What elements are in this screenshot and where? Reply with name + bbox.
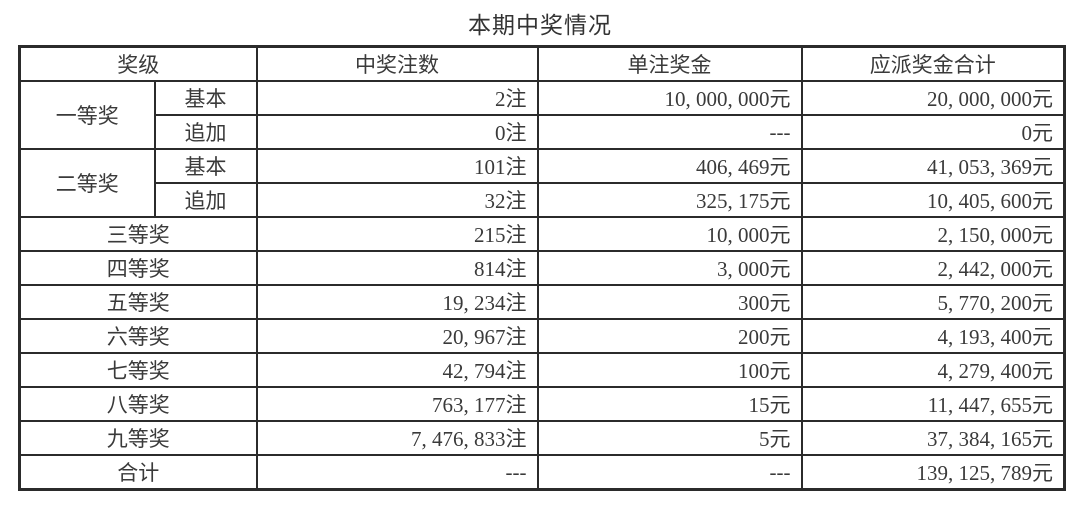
table-row-total: 合计 --- --- 139, 125, 789元: [18, 454, 1066, 491]
cell-bet-type: 追加: [153, 182, 258, 218]
cell-total-payout: 10, 405, 600元: [800, 182, 1066, 218]
cell-prize-level: 四等奖: [18, 250, 258, 286]
table-row: 追加 32注 325, 175元 10, 405, 600元: [20, 182, 1066, 218]
cell-prize-level: 九等奖: [18, 420, 258, 456]
cell-winning-bets: 0注: [255, 114, 539, 150]
cell-total-payout: 20, 000, 000元: [800, 80, 1066, 116]
header-total-payout: 应派奖金合计: [800, 45, 1066, 82]
header-prize-level: 奖级: [18, 45, 258, 82]
cell-prize-per-bet: 406, 469元: [536, 148, 803, 184]
cell-prize-per-bet: 325, 175元: [536, 182, 803, 218]
table-row: 七等奖 42, 794注 100元 4, 279, 400元: [18, 352, 1066, 388]
cell-winning-bets: 19, 234注: [255, 284, 539, 320]
cell-total-payout: 0元: [800, 114, 1066, 150]
cell-total-payout: 2, 150, 000元: [800, 216, 1066, 252]
table-row: 追加 0注 --- 0元: [20, 114, 1066, 150]
cell-prize-per-bet: 10, 000元: [536, 216, 803, 252]
cell-prize-per-bet: 5元: [536, 420, 803, 456]
cell-winning-bets: 215注: [255, 216, 539, 252]
header-prize-per-bet: 单注奖金: [536, 45, 803, 82]
cell-winning-bets: ---: [255, 454, 539, 491]
cell-prize-level: 三等奖: [18, 216, 258, 252]
cell-prize-per-bet: ---: [536, 114, 803, 150]
cell-prize-level: 五等奖: [18, 284, 258, 320]
table-row: 一等奖 基本 2注 10, 000, 000元 20, 000, 000元: [18, 80, 1066, 150]
table-row: 五等奖 19, 234注 300元 5, 770, 200元: [18, 284, 1066, 320]
cell-winning-bets: 42, 794注: [255, 352, 539, 388]
table-row: 三等奖 215注 10, 000元 2, 150, 000元: [18, 216, 1066, 252]
cell-total-payout: 2, 442, 000元: [800, 250, 1066, 286]
cell-prize-per-bet: 100元: [536, 352, 803, 388]
cell-prize-per-bet: 200元: [536, 318, 803, 354]
cell-prize-level: 八等奖: [18, 386, 258, 422]
table-row: 六等奖 20, 967注 200元 4, 193, 400元: [18, 318, 1066, 354]
cell-winning-bets: 7, 476, 833注: [255, 420, 539, 456]
cell-total-payout: 11, 447, 655元: [800, 386, 1066, 422]
cell-total-payout: 41, 053, 369元: [800, 148, 1066, 184]
cell-prize-per-bet: 15元: [536, 386, 803, 422]
cell-winning-bets: 814注: [255, 250, 539, 286]
cell-prize-level: 六等奖: [18, 318, 258, 354]
cell-winning-bets: 32注: [255, 182, 539, 218]
cell-winning-bets: 20, 967注: [255, 318, 539, 354]
cell-prize-level: 七等奖: [18, 352, 258, 388]
cell-total-payout: 139, 125, 789元: [800, 454, 1066, 491]
cell-prize-level: 一等奖: [18, 80, 156, 150]
table-row: 八等奖 763, 177注 15元 11, 447, 655元: [18, 386, 1066, 422]
cell-winning-bets: 2注: [255, 80, 539, 116]
cell-prize-level: 二等奖: [18, 148, 156, 218]
cell-total-payout: 5, 770, 200元: [800, 284, 1066, 320]
cell-prize-level: 合计: [18, 454, 258, 491]
table-row: 四等奖 814注 3, 000元 2, 442, 000元: [18, 250, 1066, 286]
page-title: 本期中奖情况: [468, 13, 612, 38]
cell-total-payout: 4, 193, 400元: [800, 318, 1066, 354]
header-winning-bets: 中奖注数: [255, 45, 539, 82]
cell-bet-type: 追加: [153, 114, 258, 150]
cell-total-payout: 37, 384, 165元: [800, 420, 1066, 456]
cell-bet-type: 基本: [153, 80, 258, 116]
cell-bet-type: 基本: [153, 148, 258, 184]
cell-total-payout: 4, 279, 400元: [800, 352, 1066, 388]
cell-winning-bets: 763, 177注: [255, 386, 539, 422]
cell-prize-per-bet: ---: [536, 454, 803, 491]
cell-prize-per-bet: 10, 000, 000元: [536, 80, 803, 116]
cell-prize-per-bet: 3, 000元: [536, 250, 803, 286]
header-row: 奖级 中奖注数 单注奖金 应派奖金合计: [18, 45, 1066, 82]
table-row: 九等奖 7, 476, 833注 5元 37, 384, 165元: [18, 420, 1066, 456]
cell-prize-per-bet: 300元: [536, 284, 803, 320]
cell-winning-bets: 101注: [255, 148, 539, 184]
prize-results-table: 奖级 中奖注数 单注奖金 应派奖金合计 一等奖 基本 2注 10, 000, 0…: [18, 45, 1066, 491]
table-row: 二等奖 基本 101注 406, 469元 41, 053, 369元: [18, 148, 1066, 218]
